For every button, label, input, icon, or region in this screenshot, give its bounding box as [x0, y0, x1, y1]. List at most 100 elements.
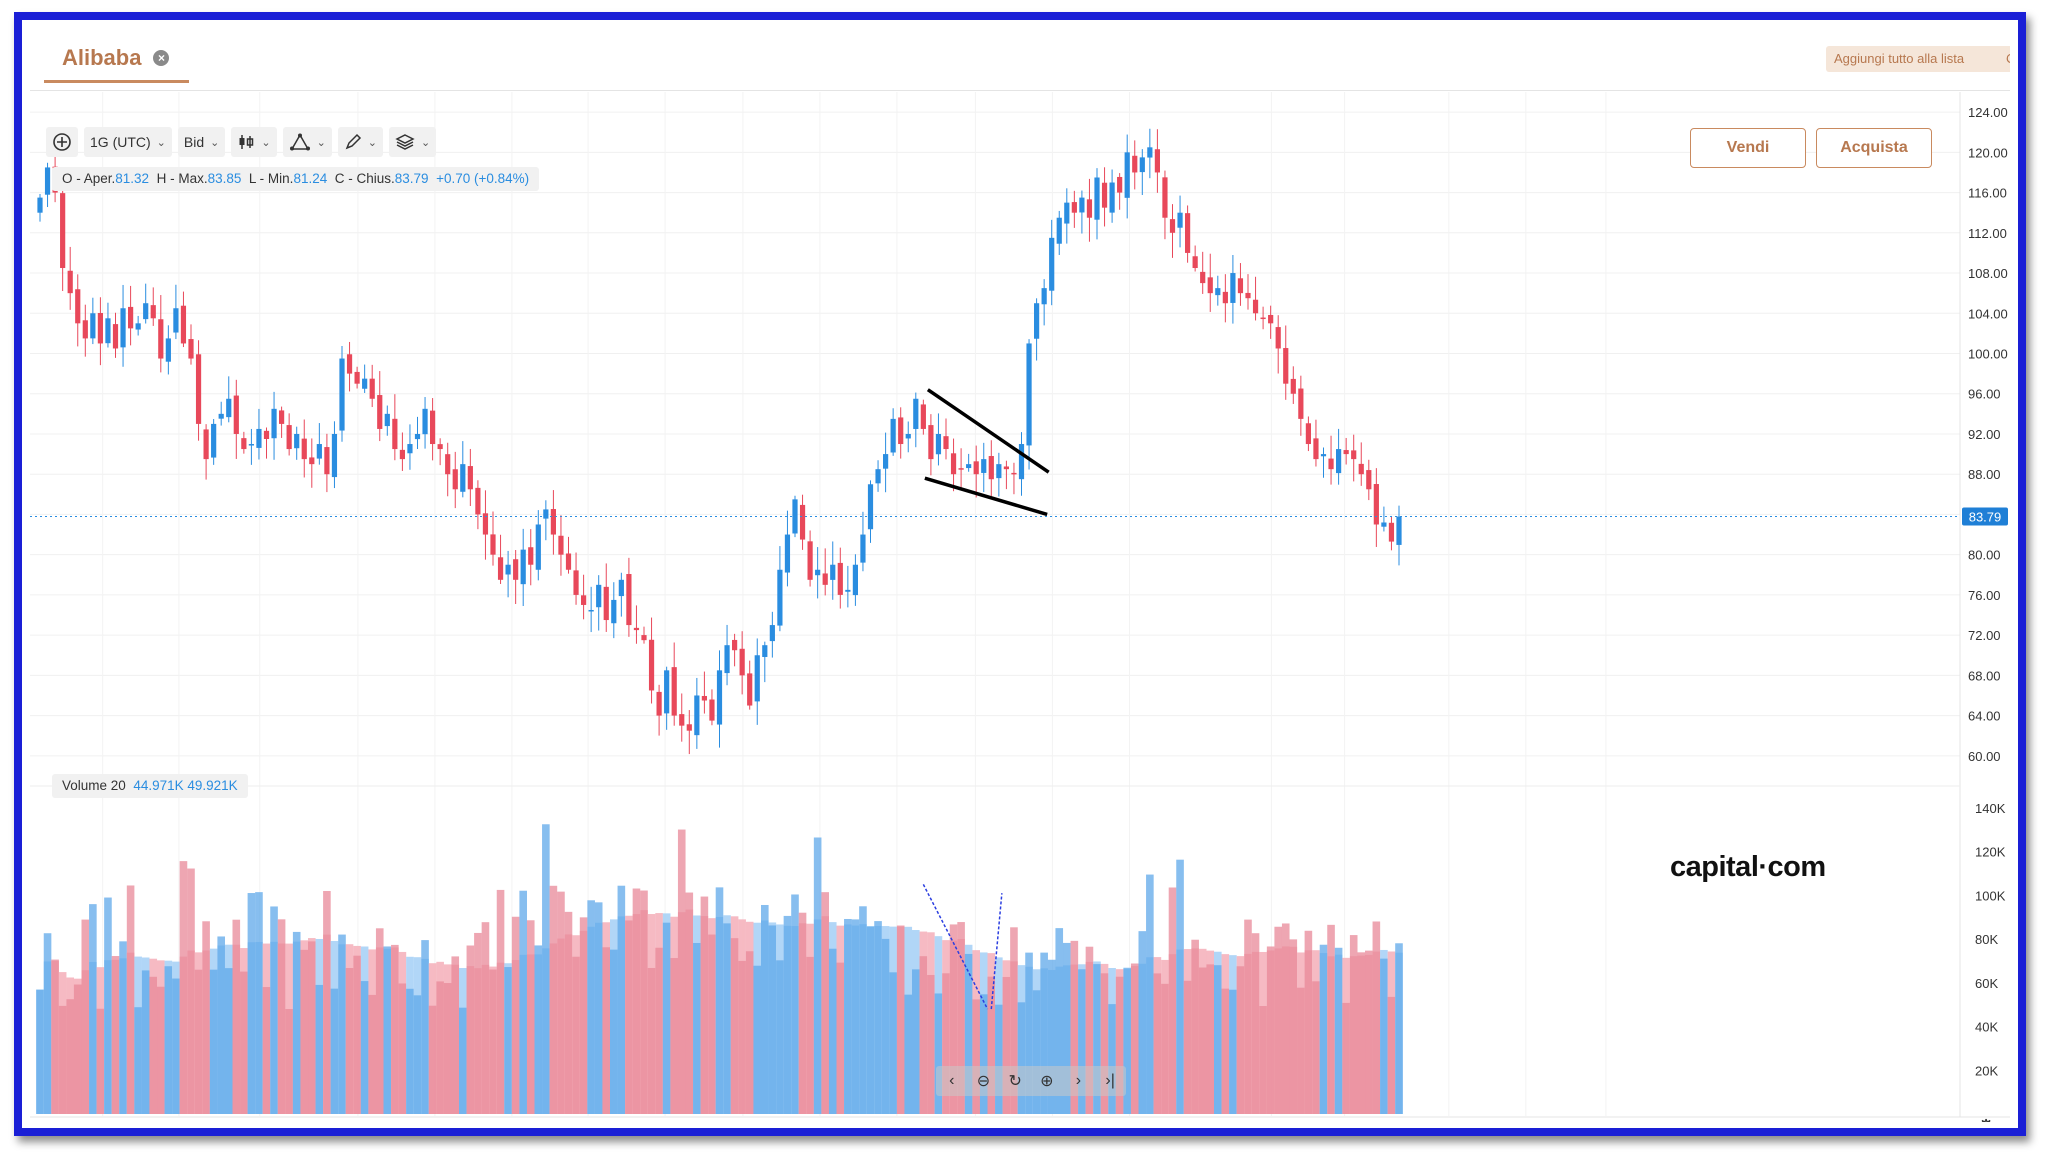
scroll-end-icon[interactable]: ›|	[1105, 1072, 1115, 1089]
volume-bar	[700, 896, 709, 1114]
candle-up	[913, 398, 919, 429]
volume-tick-label: 20K	[1975, 1063, 1998, 1078]
scroll-left-icon[interactable]: ‹	[949, 1072, 955, 1089]
candle-down	[1245, 292, 1251, 299]
candle-up	[105, 318, 111, 344]
volume-bar	[119, 941, 127, 1114]
volume-bar	[655, 947, 663, 1114]
add-all-to-list-button[interactable]: Aggiungi tutto alla lista	[1826, 46, 2006, 72]
price-type-select[interactable]: Bid ⌄	[177, 127, 226, 157]
x-tick-label: 17	[581, 1120, 595, 1122]
volume-bar	[791, 894, 799, 1114]
candle-down	[1169, 219, 1176, 233]
volume-bar	[859, 906, 867, 1114]
y-tick-label: 104.00	[1968, 306, 2008, 321]
candle-up	[664, 670, 670, 714]
candle-up	[716, 670, 723, 725]
candle-down	[626, 574, 632, 626]
tab-alibaba[interactable]: Alibaba ×	[44, 36, 190, 83]
candle-down	[799, 504, 806, 540]
candle-down	[958, 468, 964, 470]
candle-down	[943, 436, 949, 450]
candle-down	[648, 639, 655, 691]
candle-up	[1041, 288, 1047, 305]
volume-bar	[96, 1008, 105, 1114]
candle-up	[165, 338, 171, 362]
candle-down	[1290, 378, 1296, 394]
volume-bar	[368, 994, 376, 1114]
close-icon[interactable]: ×	[153, 50, 170, 66]
candle-up	[384, 413, 390, 427]
volume-bar	[51, 959, 59, 1114]
scroll-right-icon[interactable]: ›	[1075, 1072, 1082, 1089]
candle-up	[1018, 444, 1025, 480]
chart-app: Alibaba × Aggiungi tutto alla lista Chiu…	[30, 26, 2010, 1122]
candle-down	[392, 418, 398, 450]
candle-down	[920, 404, 926, 429]
volume-bar	[844, 918, 852, 1114]
layers-select[interactable]: ⌄	[389, 127, 437, 157]
volume-bar	[949, 924, 958, 1114]
candle-up	[845, 589, 851, 592]
pencil-tool-select[interactable]: ⌄	[337, 127, 383, 157]
volume-bar	[73, 984, 82, 1114]
volume-bar	[141, 970, 150, 1114]
drawing-tools-select[interactable]: ⌄	[282, 127, 332, 157]
candle-up	[1124, 152, 1130, 198]
zoom-out-icon[interactable]: ⊖	[976, 1073, 991, 1090]
volume-bar	[957, 922, 965, 1114]
volume-bar	[542, 824, 550, 1114]
chevron-down-icon: ⌄	[210, 136, 220, 149]
chart-type-select[interactable]: ⌄	[231, 127, 277, 157]
volume-bar	[1070, 940, 1079, 1114]
volume-bar	[104, 897, 112, 1114]
volume-bar	[526, 920, 535, 1114]
candle-down	[633, 627, 640, 631]
volume-bar	[1176, 859, 1184, 1114]
volume-tick-label: 80K	[1975, 932, 1998, 947]
chevron-down-icon: ⌄	[261, 136, 271, 149]
y-tick-label: 112.00	[1968, 226, 2007, 241]
volume-bar	[451, 956, 460, 1114]
volume-bar	[224, 968, 233, 1114]
volume-bar	[610, 949, 618, 1114]
volume-bar	[625, 920, 633, 1114]
volume-bar	[247, 893, 256, 1114]
close-label: C - Chius.	[334, 171, 395, 186]
volume-bar	[1146, 874, 1154, 1114]
volume-bar	[768, 925, 777, 1114]
volume-bar	[202, 921, 210, 1114]
volume-bar	[330, 988, 339, 1114]
x-tick-label: Apr	[1439, 1120, 1460, 1122]
x-tick-label: Nov	[654, 1120, 678, 1122]
volume-bar	[738, 960, 746, 1114]
volume-bar	[1395, 943, 1403, 1114]
settings-gear-icon[interactable]: ⚙	[1978, 1116, 1994, 1122]
candle-up	[520, 549, 526, 585]
price-chart[interactable]: 124.00 120.00 116.00 112.00 108.00 104.00 100.…	[30, 26, 2010, 1122]
buy-button[interactable]: Acquista	[1816, 128, 1932, 168]
candle-down	[490, 534, 496, 555]
close-all-button[interactable]: Chiudi t	[1998, 46, 2010, 72]
timeframe-select[interactable]: 1G (UTC) ⌄	[84, 127, 172, 157]
candle-up	[362, 378, 368, 389]
candle-down	[1117, 176, 1123, 193]
volume-bar	[617, 885, 626, 1114]
zoom-in-icon[interactable]: ⊕	[1040, 1073, 1054, 1090]
volume-bar	[602, 947, 611, 1114]
x-tick-label: 18	[1045, 1120, 1059, 1122]
candle-up	[256, 428, 262, 448]
x-tick-label: 16	[428, 1120, 442, 1122]
add-indicator-button[interactable]	[46, 127, 78, 157]
volume-bar	[436, 981, 444, 1114]
reset-icon[interactable]: ↻	[1008, 1073, 1022, 1090]
sell-button[interactable]: Vendi	[1690, 128, 1806, 168]
candle-down	[739, 648, 745, 676]
candle-up	[784, 534, 791, 573]
candle-down	[399, 449, 405, 460]
candle-up	[860, 534, 866, 563]
chevron-down-icon: ⌄	[156, 136, 166, 149]
volume-bar	[912, 969, 920, 1114]
volume-tick-label: 40K	[1975, 1020, 1998, 1035]
volume-bar	[1130, 963, 1139, 1114]
